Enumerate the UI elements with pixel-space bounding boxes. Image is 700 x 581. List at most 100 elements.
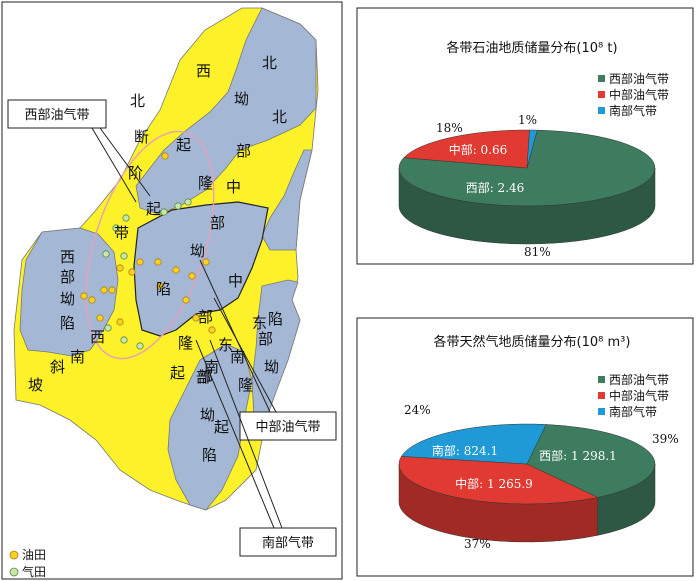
map-label-char: 中 (226, 178, 241, 196)
map-label-char: 隆 (178, 334, 193, 352)
map-label-char: 陷 (156, 280, 171, 298)
legend-swatch-central (598, 91, 605, 98)
slice-label-central: 中部: 0.66 (449, 142, 508, 157)
slice-label-west: 西部: 1 298.1 (539, 448, 617, 463)
legend-swatch-south (598, 107, 605, 114)
map-label-char: 坳 (234, 90, 249, 108)
map-legend: 油田 气田 (9, 548, 46, 579)
callout-label: 中部油气带 (255, 419, 320, 435)
map-label-char: 陷 (268, 310, 283, 328)
map-label-char: 起 (146, 200, 161, 218)
callout-box (239, 411, 337, 441)
oil-chart-title: 各带石油地质储量分布(10⁸ t) (446, 40, 617, 56)
oil-field-markers (80, 152, 216, 334)
map-label-char: 坳 (200, 406, 215, 424)
map-label-char: 北 (130, 92, 145, 110)
west-depression-area (19, 227, 119, 357)
map-label-char: 部 (196, 368, 211, 386)
northeast-depression-area (261, 149, 313, 251)
map-label-char: 部 (60, 268, 75, 286)
map-label-char: 隆 (238, 376, 253, 394)
callout-south-belt: 南部气带 (195, 339, 337, 557)
percent-label-south: 24% (404, 403, 431, 417)
map-label-char: 斜 (50, 358, 65, 376)
callout-central-belt: 中部油气带 (199, 259, 337, 441)
callout-label: 南部气带 (262, 535, 314, 551)
gas-chart-title: 各带天然气地质储量分布(10⁸ m³) (434, 334, 631, 350)
map-label-char: 部 (236, 142, 251, 160)
percent-label-central: 37% (464, 537, 491, 551)
map-label-char: 西 (60, 248, 75, 266)
legend-swatch-central (598, 392, 605, 399)
legend-swatch-west (598, 75, 605, 82)
callout-box (7, 99, 107, 129)
map-label-char: 北 (262, 54, 277, 72)
callout-leader (213, 297, 277, 413)
pie-slice-中部 (398, 456, 599, 505)
legend-label: 西部油气带 (609, 71, 669, 86)
callout-box (239, 527, 337, 557)
callout-label: 西部油气带 (24, 107, 89, 123)
map-label-char: 隆 (198, 174, 213, 192)
oil-chart-panel: 各带石油地质储量分布(10⁸ t) 西部油气带 中部油气带 南部气带 18% 1… (356, 7, 694, 265)
legend-label: 气田 (22, 564, 46, 579)
oil-field-legend-marker (9, 550, 19, 560)
percent-label-west: 39% (652, 432, 679, 446)
gas-field-markers (102, 198, 192, 350)
pie-slice-西部 (526, 424, 656, 498)
legend-label: 南部气带 (609, 103, 657, 118)
callout-leader (209, 339, 283, 529)
legend-swatch-south (598, 408, 605, 415)
map-label-char: 陷 (60, 314, 75, 332)
legend-label: 中部油气带 (609, 388, 669, 403)
map-label-char: 南 (204, 358, 219, 376)
map-label-char: 起 (176, 136, 191, 154)
gas-chart-legend: 西部油气带 中部油气带 南部气带 (598, 372, 669, 419)
map-label-char: 坳 (264, 358, 279, 376)
gas-field-legend-marker (9, 567, 19, 577)
slice-label-west: 西部: 2.46 (466, 180, 525, 195)
northwest-depression-area (135, 7, 317, 215)
map-label-char: 部 (198, 308, 213, 326)
map-label-char: 阶 (128, 164, 143, 182)
oil-chart-legend: 西部油气带 中部油气带 南部气带 (598, 71, 669, 118)
map-label-char: 起 (214, 418, 229, 436)
slice-label-south: 南部: 824.1 (432, 443, 498, 458)
pie-slice-南部 (400, 423, 547, 465)
map-label-char: 带 (114, 224, 129, 242)
legend-label: 油田 (22, 548, 46, 562)
legend-swatch-west (598, 376, 605, 383)
map-label-char: 西 (90, 328, 105, 346)
map-label-char: 断 (134, 128, 149, 146)
map-label-char: 东 (252, 314, 267, 332)
map-label-char: 坡 (28, 376, 43, 394)
map-label-char: 北 (272, 108, 287, 126)
pie-slice-南部 (526, 129, 538, 169)
pie-slice-中部 (403, 129, 530, 169)
map-label-char: 部 (258, 330, 273, 348)
percent-label-south: 1% (518, 113, 537, 127)
legend-label: 西部油气带 (609, 372, 669, 387)
callout-leader (195, 339, 275, 529)
map-label-char: 南 (230, 348, 245, 366)
map-label-char: 坳 (60, 290, 75, 308)
percent-label-west: 81% (524, 245, 551, 259)
map-label-char: 东 (218, 336, 233, 354)
map-label-char: 部 (210, 214, 225, 232)
central-depression-area (133, 201, 269, 337)
legend-label: 中部油气带 (609, 87, 669, 102)
callout-leader (91, 127, 137, 203)
map-panel: 西 北 断 阶 起 带 北 坳 部 北 中 部 隆 起 中 部 坳 陷 西 部 … (1, 1, 343, 580)
south-depression-area (167, 343, 253, 511)
callout-leader (99, 127, 151, 197)
west-belt-outline (85, 130, 215, 360)
percent-label-central: 18% (436, 121, 463, 135)
map-label-char: 陷 (202, 446, 217, 464)
legend-label: 南部气带 (609, 404, 657, 419)
slice-label-central: 中部: 1 265.9 (455, 476, 533, 491)
gas-pie (398, 423, 656, 543)
callout-west-belt: 西部油气带 (7, 99, 151, 203)
field-markers (80, 152, 216, 350)
map-label-char: 南 (70, 348, 85, 366)
